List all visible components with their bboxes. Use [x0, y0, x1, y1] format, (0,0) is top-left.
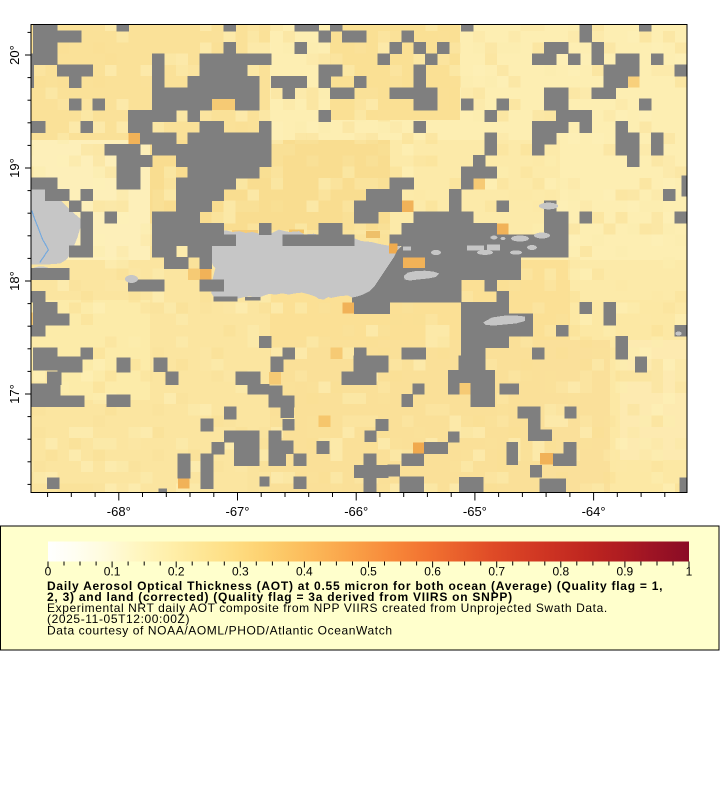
svg-text:0: 0 [45, 565, 52, 579]
svg-text:Experimental NRT daily AOT com: Experimental NRT daily AOT composite fro… [47, 601, 608, 615]
svg-text:-67°: -67° [226, 504, 250, 519]
svg-text:-68°: -68° [107, 504, 131, 519]
svg-text:Data courtesy of NOAA/AOML/PHO: Data courtesy of NOAA/AOML/PHOD/Atlantic… [47, 624, 393, 638]
svg-text:20°: 20° [7, 45, 22, 65]
svg-text:0.6: 0.6 [424, 565, 441, 579]
svg-text:-66°: -66° [344, 504, 368, 519]
svg-text:19°: 19° [7, 158, 22, 178]
svg-text:0.1: 0.1 [104, 565, 121, 579]
svg-text:17°: 17° [7, 384, 22, 404]
svg-text:1: 1 [686, 565, 693, 579]
svg-text:0.9: 0.9 [617, 565, 634, 579]
svg-text:0.3: 0.3 [232, 565, 249, 579]
svg-text:18°: 18° [7, 271, 22, 291]
svg-text:Daily Aerosol Optical Thicknes: Daily Aerosol Optical Thickness (AOT) at… [47, 579, 663, 593]
svg-text:0.2: 0.2 [168, 565, 185, 579]
svg-text:-65°: -65° [463, 504, 487, 519]
svg-text:0.7: 0.7 [488, 565, 505, 579]
svg-text:0.4: 0.4 [296, 565, 313, 579]
svg-text:(2025-11-05T12:00:00Z): (2025-11-05T12:00:00Z) [47, 612, 190, 626]
svg-text:2, 3) and land (corrected) (Qu: 2, 3) and land (corrected) (Quality flag… [47, 590, 513, 604]
svg-text:0.8: 0.8 [552, 565, 569, 579]
svg-text:-64°: -64° [582, 504, 606, 519]
svg-text:0.5: 0.5 [360, 565, 377, 579]
